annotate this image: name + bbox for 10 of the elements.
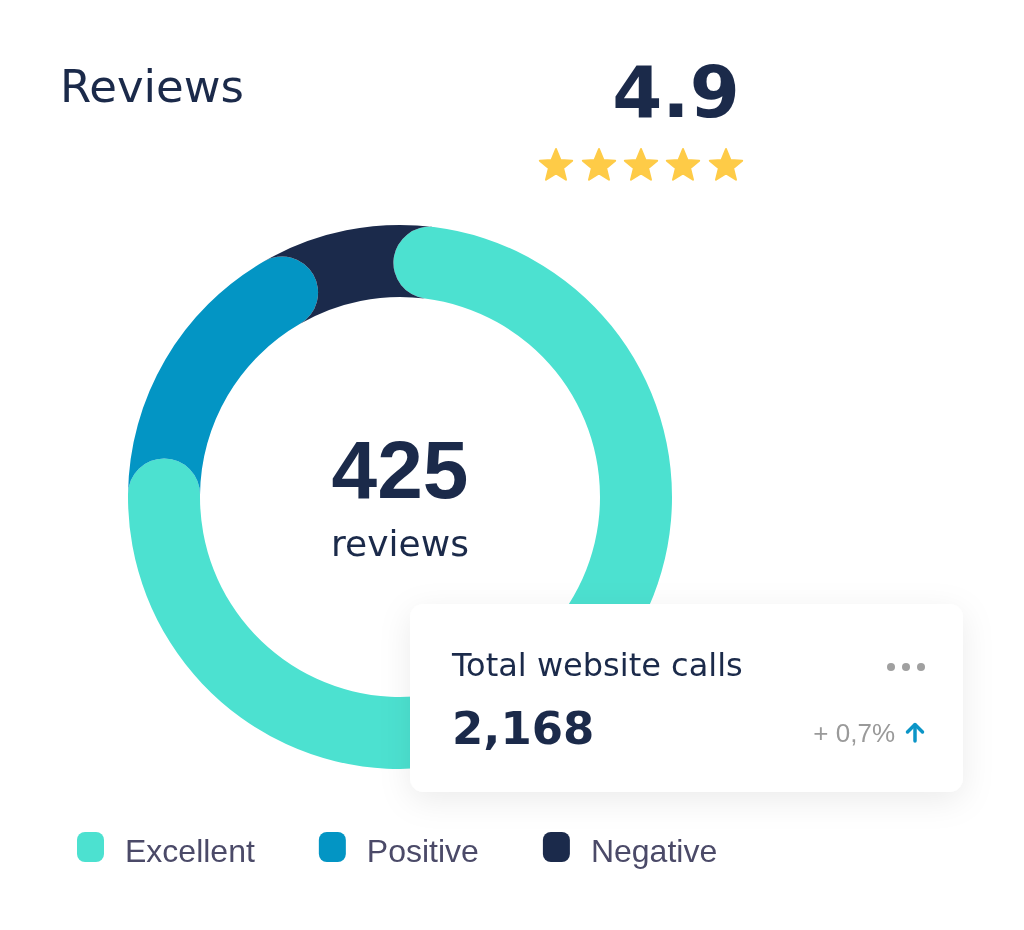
text: Total website calls — [451, 646, 743, 684]
text: + 0,7% — [813, 718, 895, 748]
legend-label: Excellent — [125, 833, 255, 869]
text: 425 — [331, 424, 469, 515]
text: 4.9 — [612, 50, 740, 134]
chart-title: Reviews — [60, 60, 244, 113]
text: reviews — [331, 523, 469, 564]
legend-label: Positive — [366, 833, 479, 869]
text: 2,168 — [452, 702, 595, 755]
legend-label: Negative — [590, 833, 718, 869]
